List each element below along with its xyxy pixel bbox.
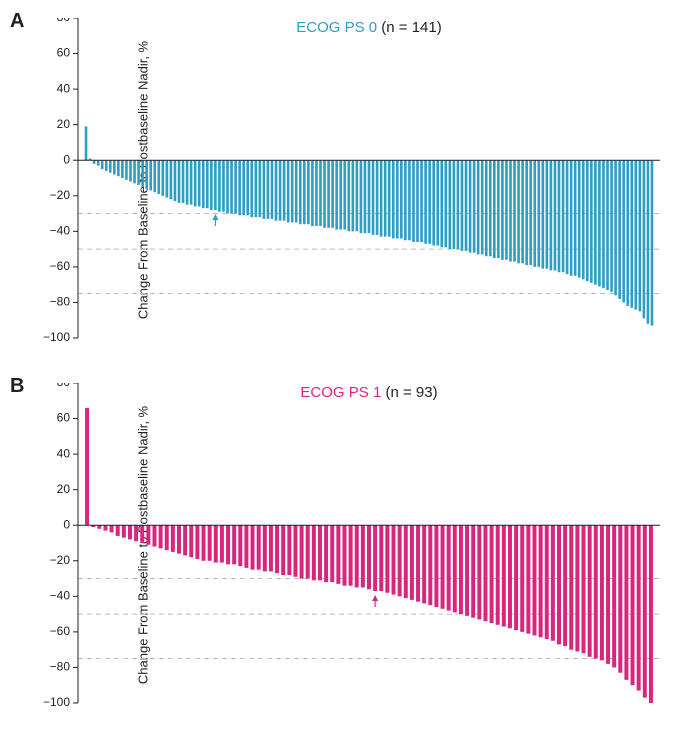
svg-text:80: 80 [57,18,71,24]
svg-text:40: 40 [57,81,71,95]
svg-text:−40: −40 [50,224,71,238]
svg-text:−60: −60 [50,624,71,638]
svg-text:ECOG PS 0 (n = 141): ECOG PS 0 (n = 141) [296,19,441,36]
svg-text:0: 0 [63,152,70,166]
panel-b: B Change From Baseline to Postbaseline N… [0,365,700,725]
svg-text:60: 60 [57,46,71,60]
waterfall-plot-a: −100 −80 −60 −40 −20 0 20 40 60 80 ECOG PS 0 (n = … [38,18,660,368]
svg-text:40: 40 [57,446,71,460]
svg-text:0: 0 [63,517,70,531]
svg-text:80: 80 [57,383,71,389]
svg-text:−100: −100 [43,330,70,344]
svg-text:−100: −100 [43,695,70,709]
svg-text:−80: −80 [50,295,71,309]
svg-text:−20: −20 [50,188,71,202]
svg-text:−60: −60 [50,259,71,273]
panel-label-a: A [10,10,24,33]
svg-text:20: 20 [57,482,71,496]
svg-text:60: 60 [57,411,71,425]
svg-text:20: 20 [57,117,71,131]
figure: A Change From Baseline to Postbaseline N… [0,0,700,732]
svg-text:−40: −40 [50,589,71,603]
svg-text:−20: −20 [50,553,71,567]
panel-label-b: B [10,375,24,398]
panel-a: A Change From Baseline to Postbaseline N… [0,0,700,360]
svg-text:ECOG PS 1 (n = 93): ECOG PS 1 (n = 93) [300,384,437,401]
waterfall-plot-b: −100 −80 −60 −40 −20 0 20 40 60 80 ECOG PS 1 (n = … [38,383,660,733]
svg-text:−80: −80 [50,660,71,674]
